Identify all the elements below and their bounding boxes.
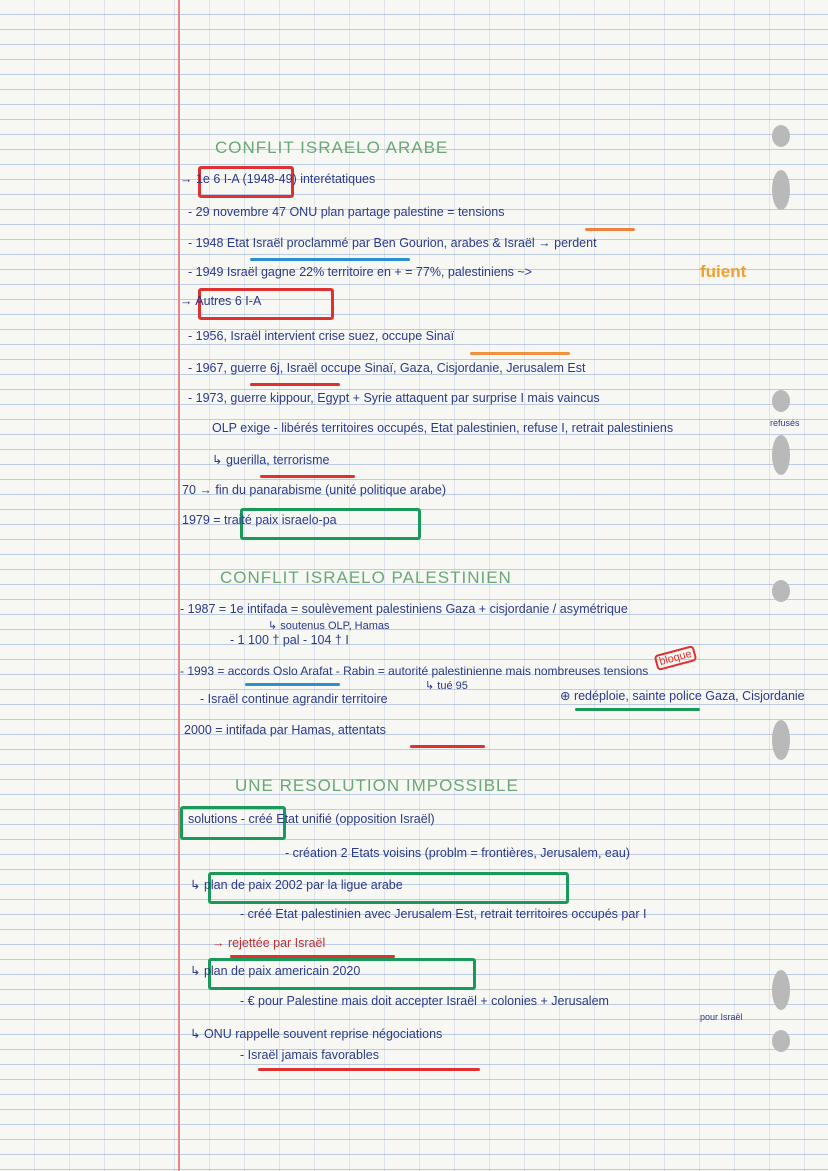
note-line: - Israël continue agrandir territoire xyxy=(200,692,388,706)
binder-hole xyxy=(772,720,790,760)
note-line: refusés xyxy=(770,418,800,428)
underline xyxy=(575,708,700,711)
note-line: - 1 100 † pal - 104 † I xyxy=(230,633,349,647)
note-line: fuient xyxy=(700,262,747,281)
note-line: bloque xyxy=(653,644,698,672)
binder-hole xyxy=(772,125,790,147)
underline xyxy=(260,475,355,478)
note-line: 70 → fin du panarabisme (unité politique… xyxy=(182,483,447,497)
highlight-box xyxy=(208,958,476,990)
note-line: 2000 = intifada par Hamas, attentats xyxy=(184,723,386,737)
underline xyxy=(470,352,570,355)
underline xyxy=(250,383,340,386)
section-title: CONFLIT ISRAELO PALESTINIEN xyxy=(220,568,512,587)
binder-hole xyxy=(772,170,790,210)
note-line: pour Israël xyxy=(700,1012,743,1022)
note-line: - création 2 Etats voisins (problm = fro… xyxy=(285,846,630,860)
binder-hole xyxy=(772,580,790,602)
note-line: - 1967, guerre 6j, Israël occupe Sinaï, … xyxy=(188,361,586,375)
binder-hole xyxy=(772,970,790,1010)
note-line: ↳ ONU rappelle souvent reprise négociati… xyxy=(190,1027,443,1041)
note-line: → 1e 6 I-A (1948-49) interétatiques xyxy=(180,172,376,186)
note-line: - créé Etat palestinien avec Jerusalem E… xyxy=(240,907,647,921)
highlight-box xyxy=(208,872,569,904)
note-line: - 1987 = 1e intifada = soulèvement pales… xyxy=(180,602,628,616)
underline xyxy=(410,745,485,748)
note-line: - 1948 Etat Israël proclammé par Ben Gou… xyxy=(188,236,597,250)
note-line: OLP exige - libérés territoires occupés,… xyxy=(212,421,674,435)
highlight-box xyxy=(198,288,334,320)
note-line: - 1973, guerre kippour, Egypt + Syrie at… xyxy=(188,391,600,405)
underline xyxy=(245,683,340,686)
underline xyxy=(585,228,635,231)
note-line: - 1956, Israël intervient crise suez, oc… xyxy=(188,329,455,343)
note-line: → rejettée par Israël xyxy=(212,936,326,950)
note-line: ↳ guerilla, terrorisme xyxy=(212,453,330,467)
note-line: - 29 novembre 47 ONU plan partage palest… xyxy=(188,205,505,219)
note-line: ↳ tué 95 xyxy=(425,680,468,692)
binder-hole xyxy=(772,435,790,475)
highlight-box xyxy=(180,806,286,840)
underline xyxy=(258,1068,480,1071)
highlight-box xyxy=(240,508,421,540)
note-line: - Israël jamais favorables xyxy=(240,1048,379,1062)
note-line: solutions - créé Etat unifié (opposition… xyxy=(188,812,435,826)
section-title: UNE RESOLUTION IMPOSSIBLE xyxy=(235,776,519,795)
note-line: 1979 = traité paix israelo-pa xyxy=(182,513,337,527)
note-line: ⊕ redéploie, sainte police Gaza, Cisjord… xyxy=(560,689,805,703)
underline xyxy=(230,955,395,958)
note-line: → Autres 6 I-A xyxy=(180,294,262,308)
binder-hole xyxy=(772,1030,790,1052)
section-title: CONFLIT ISRAELO ARABE xyxy=(215,138,449,157)
highlight-box xyxy=(198,166,294,198)
note-line: ↳ plan de paix americain 2020 xyxy=(190,964,361,978)
note-line: ↳ soutenus OLP, Hamas xyxy=(268,620,390,632)
underline xyxy=(250,258,410,261)
note-line: ↳ plan de paix 2002 par la ligue arabe xyxy=(190,878,403,892)
note-line: - € pour Palestine mais doit accepter Is… xyxy=(240,994,609,1008)
note-line: - 1993 = accords Oslo Arafat - Rabin = a… xyxy=(180,664,649,678)
note-line: - 1949 Israël gagne 22% territoire en + … xyxy=(188,265,532,279)
binder-hole xyxy=(772,390,790,412)
margin-line xyxy=(178,0,180,1171)
